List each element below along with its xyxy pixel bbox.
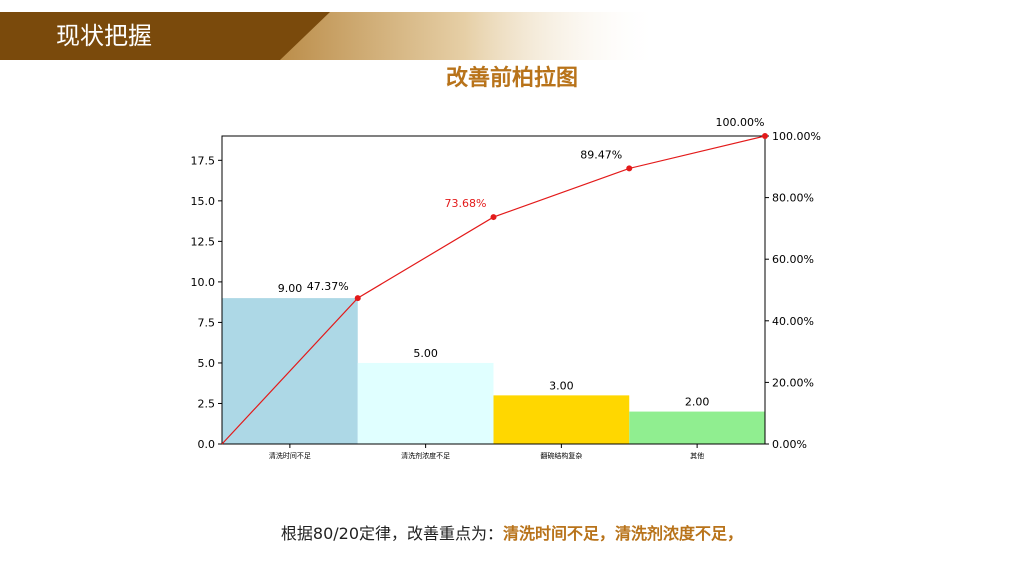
x-tick-label: 其他 (690, 451, 704, 460)
x-tick-label: 翻碗结构复杂 (540, 451, 582, 460)
cumulative-point (490, 214, 497, 221)
header-band (0, 12, 660, 60)
y-tick-label: 12.5 (191, 235, 216, 248)
cumulative-percent-label: 89.47% (580, 148, 622, 161)
y2-tick-label: 80.00% (772, 192, 814, 205)
bar-value-label: 5.00 (413, 347, 438, 360)
x-tick-label: 清洗剂浓度不足 (401, 451, 450, 460)
header-gradient-band (270, 12, 660, 60)
cumulative-point (762, 133, 768, 139)
conclusion-prefix: 根据80/20定律，改善重点为： (280, 524, 504, 543)
cumulative-percent-label: 73.68% (445, 197, 487, 210)
chart-title: 改善前柏拉图 (445, 66, 578, 91)
cumulative-percent-label: 47.37% (307, 280, 349, 293)
pareto-chart: 0.0 2.5 5.0 7.5 10.0 12.5 15.0 17.5 0.00% 20.00% 4… (191, 116, 821, 460)
x-tick-label: 清洗时间不足 (269, 451, 311, 460)
cumulative-point (354, 295, 361, 302)
bar-value-label: 9.00 (278, 282, 303, 295)
conclusion-highlight: 清洗时间不足，清洗剂浓度不足， (503, 524, 744, 543)
bar-3 (629, 411, 765, 444)
y2-tick-label: 20.00% (772, 376, 814, 389)
y-tick-label: 0.0 (198, 438, 216, 451)
y2-tick-label: 60.00% (772, 253, 814, 266)
bar-value-label: 3.00 (549, 379, 574, 392)
y2-tick-label: 0.00% (772, 438, 807, 451)
y-tick-label: 17.5 (191, 154, 216, 167)
conclusion-text: 根据80/20定律，改善重点为：清洗时间不足，清洗剂浓度不足， (0, 520, 1024, 544)
bar-1 (357, 362, 494, 444)
cumulative-point (626, 165, 633, 172)
y2-tick-label: 40.00% (772, 315, 814, 328)
bar-2 (493, 395, 630, 444)
header-title: 现状把握 (56, 22, 152, 50)
y-tick-label: 15.0 (191, 195, 216, 208)
y-tick-label: 2.5 (198, 397, 216, 410)
plot-frame (221, 135, 766, 445)
y-tick-label: 10.0 (191, 276, 216, 289)
header-dark-band (0, 12, 330, 60)
y-tick-label: 7.5 (198, 316, 216, 329)
y-tick-label: 5.0 (198, 357, 216, 370)
cumulative-percent-label: 100.00% (716, 116, 765, 129)
y2-tick-label: 100.00% (772, 130, 821, 143)
bar-value-label: 2.00 (685, 396, 710, 409)
